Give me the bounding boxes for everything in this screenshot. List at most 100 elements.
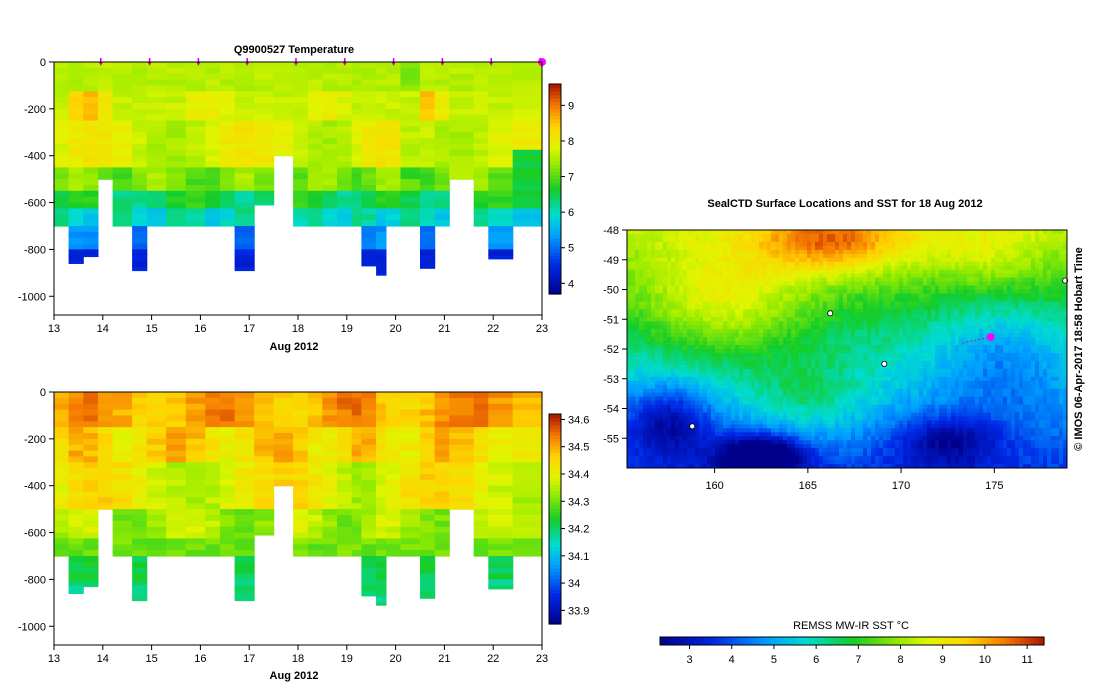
sst-cell [647, 321, 652, 326]
sst-cell [799, 325, 804, 330]
section-cell [307, 438, 323, 446]
section-cell [166, 544, 187, 551]
sst-cell [707, 281, 712, 287]
sst-cell [719, 297, 724, 302]
sst-cell [759, 253, 764, 259]
sst-cell [651, 341, 656, 346]
sst-cell [711, 321, 716, 326]
section-cell [234, 550, 255, 557]
sst-cell [823, 245, 828, 251]
section-cell [83, 126, 99, 133]
section-cell [185, 544, 206, 551]
sst-cell [807, 309, 812, 314]
section-cell [307, 185, 323, 192]
section-cell [512, 138, 543, 145]
section-cell [112, 167, 133, 174]
sst-cell [727, 281, 732, 287]
sst-cell [691, 265, 696, 271]
sst-cell [823, 436, 828, 441]
section-cell [68, 79, 84, 87]
section-cell [205, 415, 221, 422]
colorbar-segment [549, 501, 561, 506]
section-cell [376, 561, 387, 569]
sst-cell [791, 412, 796, 417]
section-cell [434, 91, 450, 98]
sst-cell [695, 269, 700, 275]
section-cell [205, 120, 221, 128]
sst-cell [687, 265, 692, 271]
section-cell [219, 409, 236, 417]
sst-cell [815, 265, 820, 271]
sst-cell [803, 329, 808, 334]
section-cell [322, 220, 338, 227]
sst-cell [815, 345, 820, 350]
section-cell [307, 67, 323, 75]
sst-cell [723, 265, 728, 271]
sst-cell [743, 440, 748, 445]
section-cell [112, 456, 133, 463]
sst-cell [811, 269, 816, 275]
sst-cell [639, 432, 644, 437]
section-cell [166, 144, 187, 151]
sst-cell [651, 404, 656, 409]
sst-cell [735, 460, 740, 465]
section-cell [54, 97, 70, 104]
sst-cell [827, 384, 832, 390]
sst-cell [763, 400, 768, 406]
sst-cell [671, 309, 676, 314]
section-cell [132, 444, 148, 452]
sst-cell [763, 325, 768, 330]
sst-cell [731, 285, 736, 290]
sst-cell [815, 277, 820, 283]
sst-cell [747, 265, 752, 271]
section-cell [385, 550, 401, 557]
section-cell [68, 573, 84, 581]
sst-cell [783, 388, 788, 394]
sst-cell [775, 261, 780, 267]
sst-cell [683, 452, 688, 457]
section-cell [234, 397, 255, 405]
colorbar-segment [549, 417, 561, 422]
sst-cell [675, 297, 680, 302]
sst-cell [807, 281, 812, 287]
section-cell [166, 108, 187, 116]
sst-cell [779, 400, 784, 406]
section-cell [473, 85, 489, 92]
sst-cell [687, 281, 692, 287]
section-cell [97, 474, 114, 481]
sst-cell [783, 412, 788, 417]
sst-cell [739, 448, 744, 453]
sst-cell [647, 261, 652, 267]
sst-cell [711, 384, 716, 390]
section-cell [83, 491, 99, 499]
sst-cell [807, 277, 812, 283]
section-cell [273, 114, 294, 122]
sst-cell [675, 337, 680, 342]
sst-cell [663, 456, 668, 461]
colorbar-segment [549, 126, 561, 131]
section-cell [337, 479, 353, 487]
section-cell [254, 126, 275, 133]
sst-cell [779, 388, 784, 394]
sst-cell [639, 289, 644, 294]
section-cell [307, 403, 323, 411]
section-cell [234, 120, 255, 128]
sst-cell [823, 237, 828, 243]
section-cell [322, 544, 338, 551]
sst-cell [675, 293, 680, 298]
section-cell [205, 185, 221, 192]
sst-cell [715, 345, 720, 350]
section-cell [273, 120, 294, 128]
section-cell [385, 155, 401, 163]
sst-cell [727, 245, 732, 251]
colorbar-segment [549, 224, 561, 229]
section-cell [132, 556, 148, 563]
section-cell [420, 503, 436, 510]
sst-cell [631, 313, 636, 318]
sst-cell [711, 416, 716, 421]
sst-cell [739, 269, 744, 275]
sst-cell [799, 440, 804, 445]
section-cell [219, 397, 236, 405]
sst-cell [743, 241, 748, 247]
sst-cell [779, 281, 784, 287]
